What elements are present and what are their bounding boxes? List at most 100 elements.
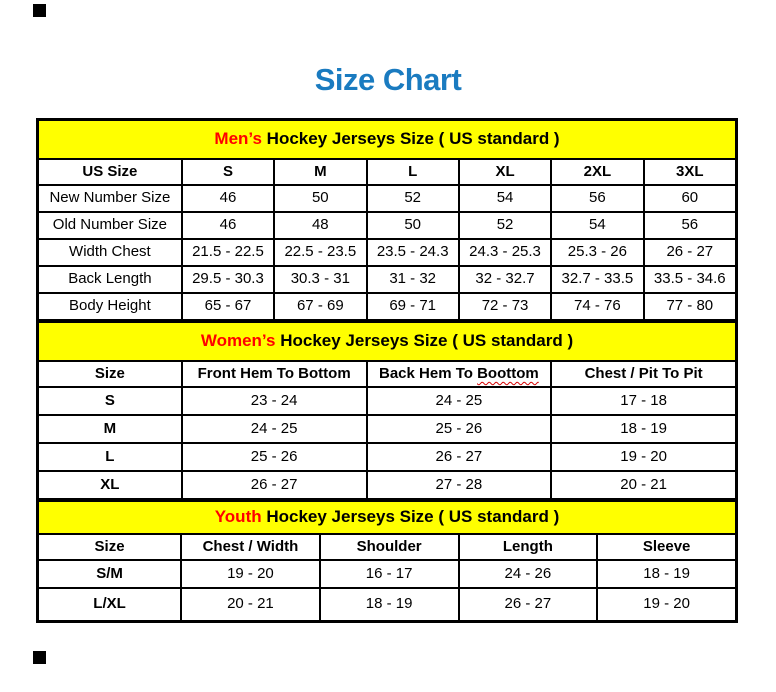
cell-value: 24 - 26: [457, 559, 599, 589]
youth-size-table: Youth Hockey Jerseys Size ( US standard …: [36, 500, 737, 622]
womens-section-highlight: Women’s: [200, 331, 276, 351]
cell-value: 23.5 - 24.3: [365, 238, 460, 267]
column-header: Length: [457, 533, 599, 561]
womens-band-row: Women’s Hockey Jerseys Size ( US standar…: [37, 321, 737, 362]
womens-header-row: Size Front Hem To Bottom Back Hem To Boo…: [37, 360, 737, 388]
cell-value: 17 - 18: [550, 386, 737, 416]
cell-value: 25.3 - 26: [550, 238, 645, 267]
cell-value: 26 - 27: [642, 238, 738, 267]
cell-value: 65 - 67: [180, 292, 276, 321]
cell-value: 30.3 - 31: [273, 265, 368, 294]
cell-value: 50: [365, 211, 460, 240]
column-header: Front Hem To Bottom: [180, 360, 368, 388]
cell-value: 56: [642, 211, 738, 240]
column-header: Chest / Pit To Pit: [550, 360, 737, 388]
cell-value: 24 - 25: [365, 386, 553, 416]
column-header: Sleeve: [596, 533, 737, 561]
cell-value: 19 - 20: [180, 559, 321, 589]
row-label: Body Height: [37, 292, 183, 321]
table-row: Width Chest 21.5 - 22.5 22.5 - 23.5 23.5…: [37, 238, 738, 267]
column-header: XL: [457, 158, 553, 186]
row-label: L/XL: [36, 587, 183, 622]
column-header: L: [365, 158, 460, 186]
womens-size-table: Women’s Hockey Jerseys Size ( US standar…: [37, 321, 737, 500]
cell-value: 21.5 - 22.5: [180, 238, 276, 267]
row-label: New Number Size: [37, 184, 183, 213]
cell-value: 56: [550, 184, 645, 213]
cell-value: 46: [180, 211, 276, 240]
size-chart: Men’s Hockey Jerseys Size ( US standard …: [36, 118, 738, 623]
column-header: 3XL: [642, 158, 738, 186]
table-row: New Number Size 46 50 52 54 56 60: [37, 184, 738, 213]
cell-value: 24 - 25: [180, 414, 368, 444]
mens-section-title: Men’s Hockey Jerseys Size ( US standard …: [37, 119, 737, 160]
cell-value: 54: [457, 184, 553, 213]
anchor-marker-top: [33, 4, 46, 17]
page-title: Size Chart: [314, 62, 462, 97]
womens-section-title: Women’s Hockey Jerseys Size ( US standar…: [37, 321, 737, 362]
cell-value: 48: [273, 211, 368, 240]
row-label: M: [37, 414, 183, 444]
cell-value: 77 - 80: [642, 292, 738, 321]
cell-value: 19 - 20: [550, 442, 737, 472]
cell-value: 46: [180, 184, 276, 213]
mens-size-table: Men’s Hockey Jerseys Size ( US standard …: [37, 119, 738, 321]
row-label: Old Number Size: [37, 211, 183, 240]
cell-value: 26 - 27: [180, 470, 368, 500]
cell-value: 16 - 17: [318, 559, 460, 589]
table-row: S 23 - 24 24 - 25 17 - 18: [37, 386, 737, 416]
cell-value: 33.5 - 34.6: [642, 265, 738, 294]
misspelled-word: Boottom: [477, 364, 539, 382]
table-row: XL 26 - 27 27 - 28 20 - 21: [37, 470, 737, 500]
cell-value: 31 - 32: [365, 265, 460, 294]
youth-header-row: Size Chest / Width Shoulder Length Sleev…: [36, 533, 737, 561]
cell-value: 50: [273, 184, 368, 213]
table-row: Old Number Size 46 48 50 52 54 56: [37, 211, 738, 240]
row-label: Back Length: [37, 265, 183, 294]
table-row: Back Length 29.5 - 30.3 30.3 - 31 31 - 3…: [37, 265, 738, 294]
mens-header-row: US Size S M L XL 2XL 3XL: [37, 158, 738, 186]
cell-value: 27 - 28: [365, 470, 553, 500]
cell-value: 54: [550, 211, 645, 240]
cell-value: 52: [365, 184, 460, 213]
column-header: M: [273, 158, 368, 186]
column-header: S: [180, 158, 276, 186]
column-header-text: Back Hem To: [379, 364, 478, 382]
youth-section-highlight: Youth: [214, 507, 262, 527]
anchor-marker-bottom: [33, 651, 46, 664]
row-label: XL: [37, 470, 183, 500]
table-row: L/XL 20 - 21 18 - 19 26 - 27 19 - 20: [36, 587, 737, 622]
cell-value: 18 - 19: [550, 414, 737, 444]
column-header: US Size: [37, 158, 183, 186]
table-row: Body Height 65 - 67 67 - 69 69 - 71 72 -…: [37, 292, 738, 321]
row-label: Width Chest: [37, 238, 183, 267]
table-row: L 25 - 26 26 - 27 19 - 20: [37, 442, 737, 472]
table-row: M 24 - 25 25 - 26 18 - 19: [37, 414, 737, 444]
cell-value: 24.3 - 25.3: [457, 238, 553, 267]
column-header: Size: [36, 533, 183, 561]
cell-value: 18 - 19: [596, 559, 737, 589]
cell-value: 23 - 24: [180, 386, 368, 416]
youth-band-row: Youth Hockey Jerseys Size ( US standard …: [37, 500, 737, 535]
womens-section-rest: Hockey Jerseys Size ( US standard ): [275, 331, 574, 351]
column-header: Chest / Width: [180, 533, 321, 561]
cell-value: 29.5 - 30.3: [180, 265, 276, 294]
table-row: S/M 19 - 20 16 - 17 24 - 26 18 - 19: [36, 559, 737, 589]
cell-value: 74 - 76: [550, 292, 645, 321]
youth-section-rest: Hockey Jerseys Size ( US standard ): [261, 507, 560, 527]
column-header: Back Hem To Boottom: [365, 360, 553, 388]
cell-value: 60: [642, 184, 738, 213]
cell-value: 26 - 27: [457, 587, 599, 622]
cell-value: 25 - 26: [180, 442, 368, 472]
cell-value: 69 - 71: [365, 292, 460, 321]
row-label: S: [37, 386, 183, 416]
column-header: 2XL: [550, 158, 645, 186]
cell-value: 25 - 26: [365, 414, 553, 444]
row-label: L: [37, 442, 183, 472]
cell-value: 22.5 - 23.5: [273, 238, 368, 267]
youth-section-title: Youth Hockey Jerseys Size ( US standard …: [37, 500, 737, 535]
cell-value: 67 - 69: [273, 292, 368, 321]
row-label: S/M: [36, 559, 183, 589]
column-header: Shoulder: [318, 533, 460, 561]
column-header: Size: [37, 360, 183, 388]
